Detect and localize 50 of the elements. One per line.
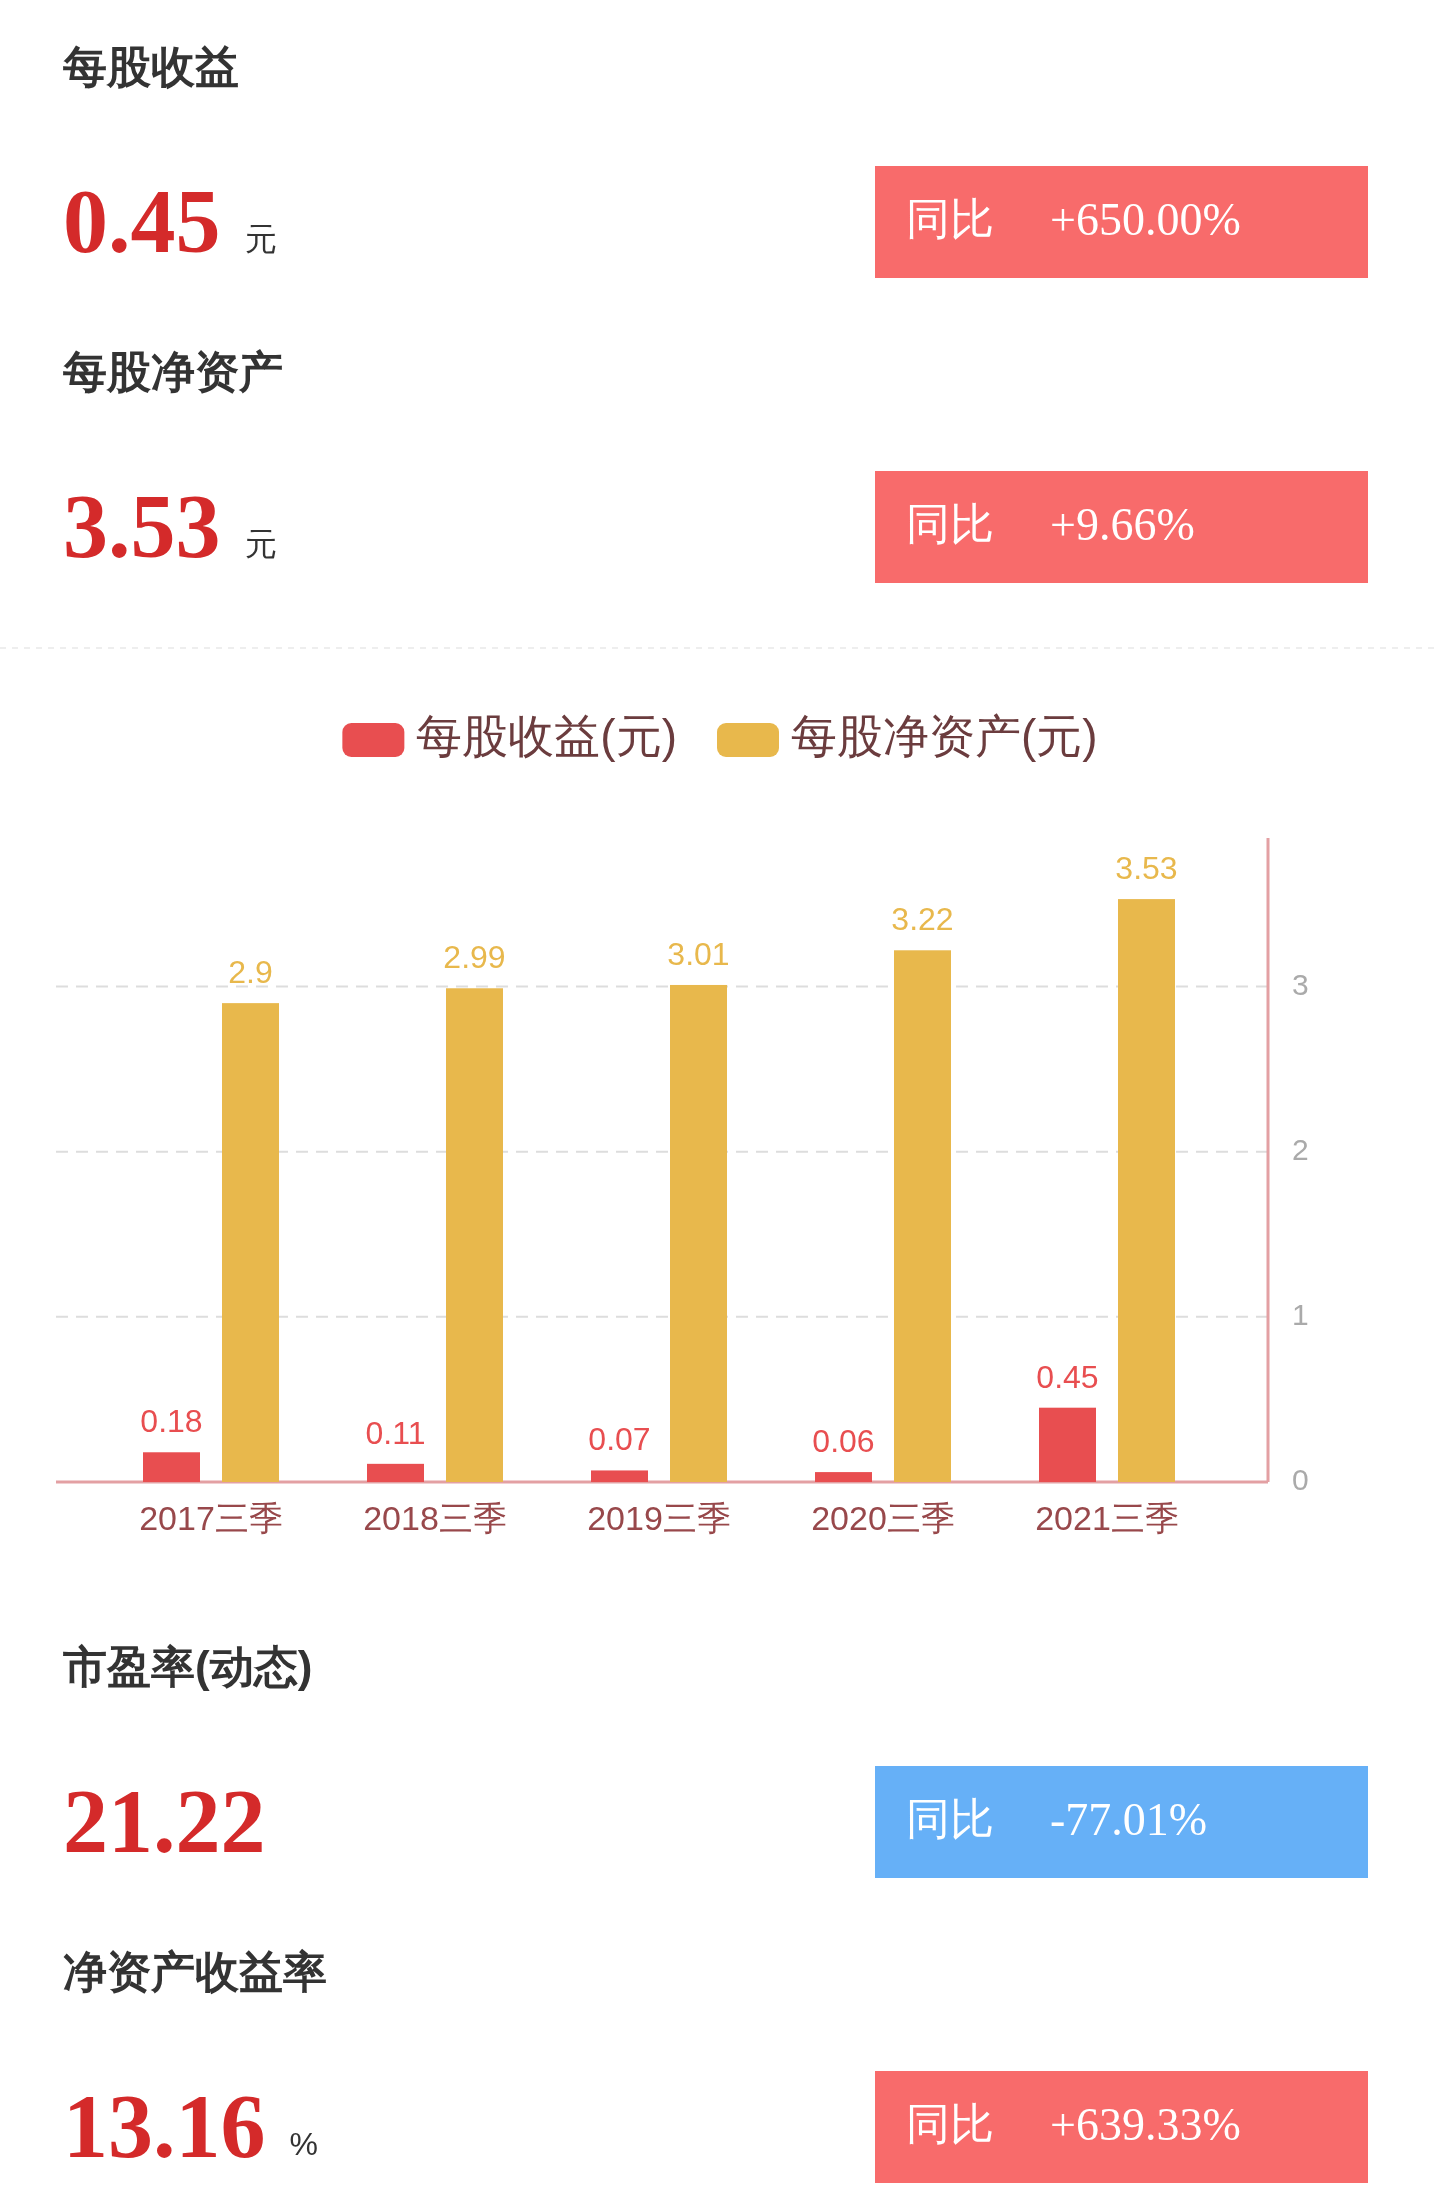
bar: [367, 1463, 424, 1482]
text: 同比: [906, 193, 994, 243]
legend-label: 每股收益(元): [416, 710, 677, 763]
bar: [670, 984, 727, 1482]
text: 21.22: [63, 1772, 266, 1871]
y-tick-label: 3: [1292, 967, 1309, 1001]
text: 13.16: [63, 2077, 266, 2176]
text: 元: [244, 221, 277, 257]
text: 同比: [906, 2098, 994, 2148]
y-tick-label: 0: [1292, 1462, 1309, 1496]
data-label: 0.11: [365, 1414, 426, 1451]
text: %: [289, 2126, 318, 2162]
data-label: 0.07: [588, 1421, 651, 1458]
text: 每股收益: [62, 41, 239, 91]
text: 市盈率(动态): [63, 1641, 313, 1691]
bar: [222, 1003, 279, 1482]
data-label: 2.99: [443, 939, 506, 976]
text: +639.33%: [1050, 2098, 1241, 2150]
text: 0.45: [63, 172, 221, 271]
x-tick-label: 2019三季: [587, 1498, 731, 1537]
text: +650.00%: [1050, 193, 1241, 245]
x-tick-label: 2021三季: [1035, 1498, 1179, 1537]
text: 同比: [906, 498, 994, 548]
y-tick-label: 1: [1292, 1297, 1309, 1331]
text: +9.66%: [1050, 498, 1195, 550]
text: 同比: [906, 1793, 994, 1843]
bar: [1039, 1407, 1096, 1482]
x-tick-label: 2020三季: [811, 1498, 955, 1537]
text: 元: [244, 526, 277, 562]
bar: [815, 1472, 872, 1482]
bar: [446, 988, 503, 1482]
data-label: 0.18: [140, 1403, 203, 1440]
data-label: 0.45: [1036, 1358, 1099, 1395]
text: 3.53: [63, 477, 221, 576]
bar: [591, 1470, 648, 1482]
text: 净资产收益率: [63, 1946, 327, 1996]
text: 每股净资产: [62, 346, 283, 396]
bar: [1118, 899, 1175, 1482]
data-label: 3.53: [1115, 850, 1178, 887]
bar: [894, 950, 951, 1482]
data-label: 3.01: [667, 935, 730, 972]
bar: [143, 1452, 200, 1482]
legend-label: 每股净资产(元): [791, 710, 1098, 763]
data-label: 2.9: [228, 954, 273, 991]
data-label: 0.06: [812, 1423, 875, 1460]
data-label: 3.22: [891, 901, 954, 938]
text: -77.01%: [1050, 1793, 1208, 1845]
x-tick-label: 2018三季: [363, 1498, 507, 1537]
y-tick-label: 2: [1292, 1132, 1309, 1166]
x-tick-label: 2017三季: [139, 1498, 283, 1537]
